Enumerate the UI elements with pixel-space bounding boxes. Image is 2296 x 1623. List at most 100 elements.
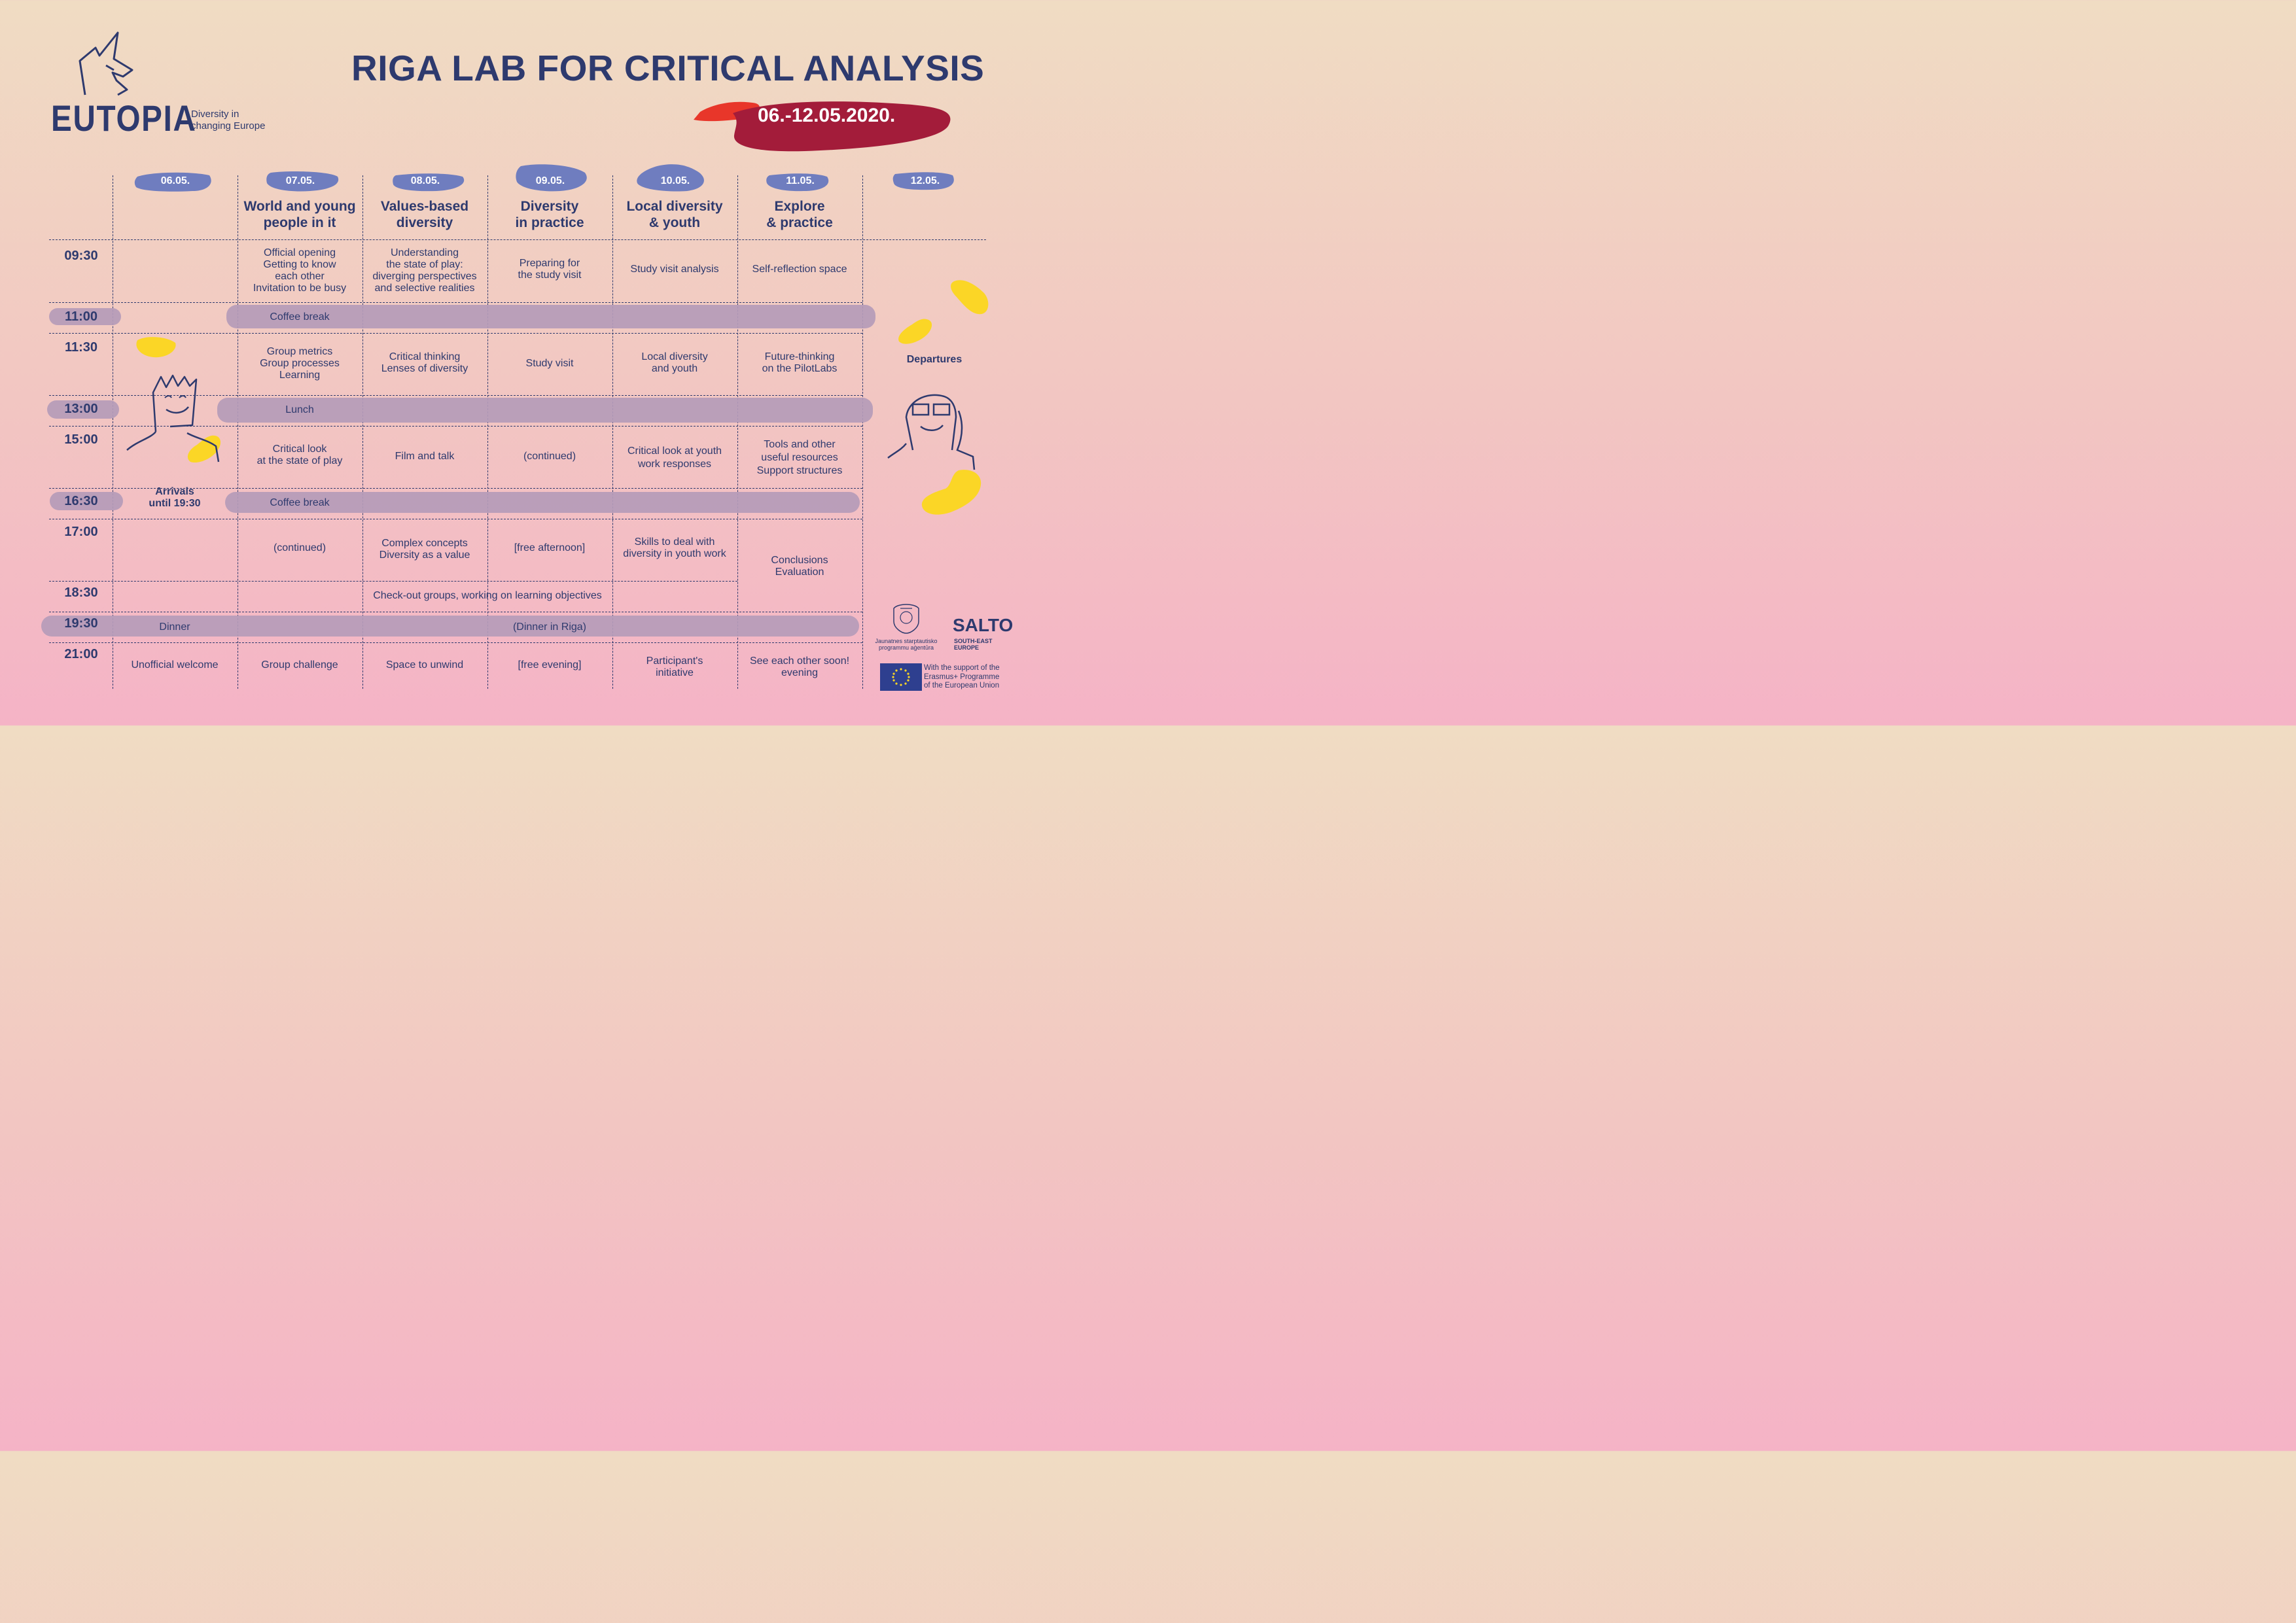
session-cell: Group metrics Group processes Learning [260,346,340,381]
session-cell: Future-thinking on the PilotLabs [762,351,838,374]
day-pill [266,171,339,192]
session-cell: (continued) [273,542,327,553]
yellow-brush-decoration [187,435,221,463]
time-label: 18:30 [64,585,98,600]
salto-logo: SALTO [953,615,1014,635]
session-cell: Group challenge [261,659,338,671]
day-theme: Diversity in practice [515,199,584,230]
eu-support-text: With the support of the Erasmus+ Program… [924,664,1000,689]
day-theme: Local diversity & youth [626,199,723,230]
grid-line [49,488,862,489]
time-label: 19:30 [64,616,98,631]
day-date: 07.05. [285,175,315,186]
session-cell: Critical thinking Lenses of diversity [381,351,468,374]
session-cell: Local diversity and youth [641,351,708,374]
arrivals-label: Arrivals until 19:30 [149,486,201,509]
wolf-logo-icon [79,31,133,96]
coffee-break-label: Coffee break [270,497,330,508]
session-cell: Study visit analysis [630,264,719,275]
time-highlight [47,400,119,419]
time-label: 11:30 [64,340,98,355]
session-cell: [free evening] [518,659,582,671]
session-cell: [free afternoon] [514,542,586,553]
time-label: 13:00 [64,402,98,416]
grid-line [49,395,862,396]
session-cell: Conclusions Evaluation [771,555,828,578]
grid-line [49,642,862,643]
time-label: 16:30 [64,494,98,508]
session-cell: Complex concepts Diversity as a value [379,538,470,561]
time-label: 15:00 [64,432,98,447]
departures-label: Departures [906,354,963,365]
yellow-brush-decoration [898,319,932,344]
day-pill [637,164,704,192]
coffee-break-bar [225,492,860,513]
session-cell: Unofficial welcome [131,659,219,671]
session-cell: Official opening Getting to know each ot… [253,247,347,294]
grid-line [49,581,737,582]
day-date: 10.05. [660,175,690,186]
yellow-brush-decoration [951,280,989,315]
day-pill [516,164,587,192]
day-pill [766,173,829,192]
page-title: RIGA LAB FOR CRITICAL ANALYSIS [351,48,985,88]
day-theme: World and young people in it [243,199,356,230]
agency-name: Jaunatnes starptautisko programmu aģentū… [875,638,938,651]
session-cell: Space to unwind [385,659,464,671]
session-cell: (continued) [523,451,576,462]
session-cell: Understanding the state of play: divergi… [372,247,477,294]
grid-line [612,175,613,689]
tagline: Diversity in changing Europe [191,109,266,131]
time-label: 09:30 [64,249,98,263]
day-date: 08.05. [410,175,440,186]
lunch-label: Lunch [285,404,314,415]
session-cell: Skills to deal with diversity in youth w… [623,536,726,559]
session-cell: Critical look at the state of play [256,444,343,466]
time-label: 17:00 [64,525,98,539]
grid-line [487,175,488,689]
day-date: 11.05. [786,175,815,186]
eu-flag-icon [880,663,922,691]
date-brushstroke [694,101,951,152]
logo-wordmark: EUTOPIA [51,97,197,139]
lunch-bar [217,398,873,423]
grid-line [49,302,862,303]
session-cell: See each other soon! evening [749,655,850,678]
checkout-cell: Check-out groups, working on learning ob… [373,590,602,601]
grid-line [362,175,363,689]
coffee-break-label: Coffee break [270,311,330,323]
event-dates: 06.-12.05.2020. [758,105,896,126]
dinner-riga-label: (Dinner in Riga) [512,621,587,633]
day-date: 06.05. [160,175,190,186]
glasses-character-icon [887,394,976,470]
salto-subtitle: SOUTH-EAST EUROPE [954,638,993,651]
day-theme: Explore & practice [766,199,833,230]
day-date: 12.05. [910,175,940,186]
session-cell: Critical look at youth work responses [627,445,722,470]
yellow-brush-decoration [921,470,981,515]
grid-line [49,426,862,427]
session-cell: Film and talk [395,451,455,462]
smiling-character-icon [126,374,220,462]
session-cell: Study visit [525,358,574,369]
day-pill [393,173,465,192]
session-cell: Participant's initiative [646,655,703,678]
grid-line [862,175,863,689]
coffee-break-bar [226,305,875,328]
time-label: 11:00 [64,309,98,324]
grid-line [49,333,862,334]
day-pill [134,172,211,192]
session-cell: Tools and other useful resources Support… [756,439,843,476]
dinner-label: Dinner [159,621,190,633]
time-label: 21:00 [64,647,98,661]
day-date: 09.05. [535,175,565,186]
dinner-bar [41,616,859,637]
agency-crest-icon [893,604,919,634]
session-cell: Preparing for the study visit [518,258,582,281]
time-highlight [50,492,123,510]
session-cell: Self-reflection space [752,264,847,275]
day-theme: Values-based diversity [380,199,469,230]
day-pill [892,172,954,190]
yellow-brush-decoration [136,337,176,358]
time-highlight [49,308,121,325]
